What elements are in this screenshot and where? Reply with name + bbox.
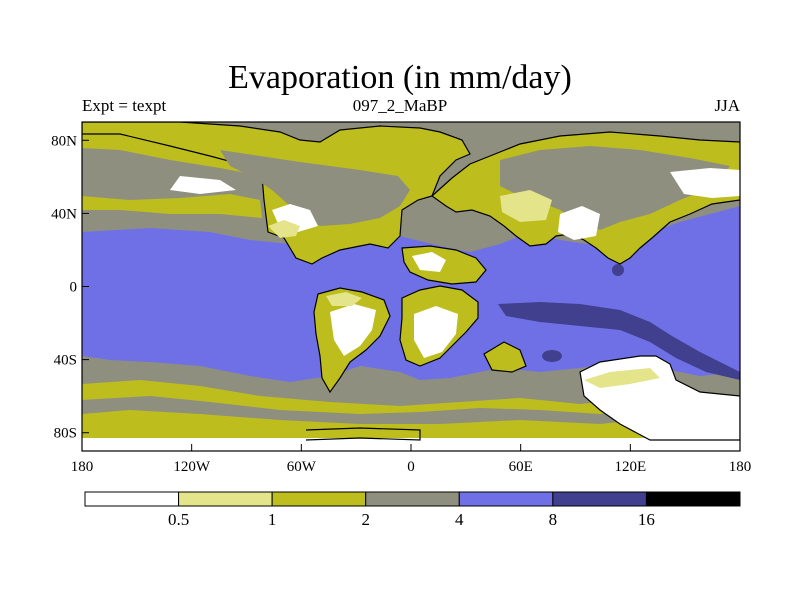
colorbar-swatch <box>271 491 367 507</box>
x-tick-label: 120E <box>614 459 646 475</box>
antarctic-yellow-band <box>82 422 740 440</box>
colorbar-level-label: 0.5 <box>168 510 189 529</box>
colorbar-level-label: 2 <box>361 510 370 529</box>
experiment-label: Expt = texpt <box>82 96 167 115</box>
x-tick-label: 0 <box>407 459 415 475</box>
antarctica-light-band <box>584 368 660 388</box>
north-pacific-yellow-band <box>82 194 262 218</box>
peak-evap-spot <box>612 264 624 276</box>
eurasia-dry-north <box>670 168 740 198</box>
map-field <box>82 122 740 451</box>
y-tick-label: 40S <box>54 353 77 369</box>
southern-ocean-grey-band <box>82 396 740 424</box>
colorbar: 0.5 1 2 4 8 16 <box>84 491 741 529</box>
colorbar-swatch <box>552 491 647 507</box>
north-america-light-patch <box>268 220 300 238</box>
australia-land <box>483 341 527 373</box>
colorbar-swatch <box>84 491 180 507</box>
south-america-light-patch <box>326 292 362 306</box>
y-tick-label: 80S <box>54 426 77 442</box>
x-tick-label: 60W <box>287 459 317 475</box>
colorbar-swatch <box>365 491 460 507</box>
colorbar-level-label: 1 <box>268 510 277 529</box>
colorbar-level-label: 4 <box>455 510 464 529</box>
y-tick-label: 40N <box>51 206 77 222</box>
x-tick-label: 120W <box>173 459 211 475</box>
peak-evap-patch <box>542 350 562 362</box>
africa-dry-interior <box>414 306 458 358</box>
x-tick-label: 60E <box>509 459 533 475</box>
greenland-dry <box>170 176 236 194</box>
colorbar-level-label: 16 <box>638 510 655 529</box>
colorbar-swatch <box>645 491 741 507</box>
eurasia-light-patch <box>500 190 552 222</box>
colorbar-swatch <box>178 491 273 507</box>
x-axis: 180 120W 60W 0 60E 120E 180 <box>71 444 752 475</box>
colorbar-swatch <box>458 491 554 507</box>
season-label: JJA <box>714 96 740 115</box>
y-tick-label: 80N <box>51 133 77 149</box>
plot-title: Evaporation (in mm/day) <box>228 59 572 96</box>
indian-ocean-peak-band <box>498 302 740 380</box>
eurasia-grey-interior <box>500 146 730 230</box>
antarctica-land-east <box>305 427 421 441</box>
run-id-label: 097_2_MaBP <box>352 96 448 115</box>
colorbar-level-label: 8 <box>549 510 558 529</box>
x-tick-label: 180 <box>729 459 752 475</box>
y-tick-label: 0 <box>70 280 78 296</box>
north-polar-yellow <box>82 132 262 176</box>
north-africa-dry <box>412 252 446 272</box>
x-tick-label: 180 <box>71 459 94 475</box>
north-america-grey-interior <box>220 150 410 226</box>
south-america-dry-interior <box>330 304 376 356</box>
eurasia-dry-central <box>558 206 600 240</box>
y-axis: 80N 40N 0 40S 80S <box>51 133 89 442</box>
